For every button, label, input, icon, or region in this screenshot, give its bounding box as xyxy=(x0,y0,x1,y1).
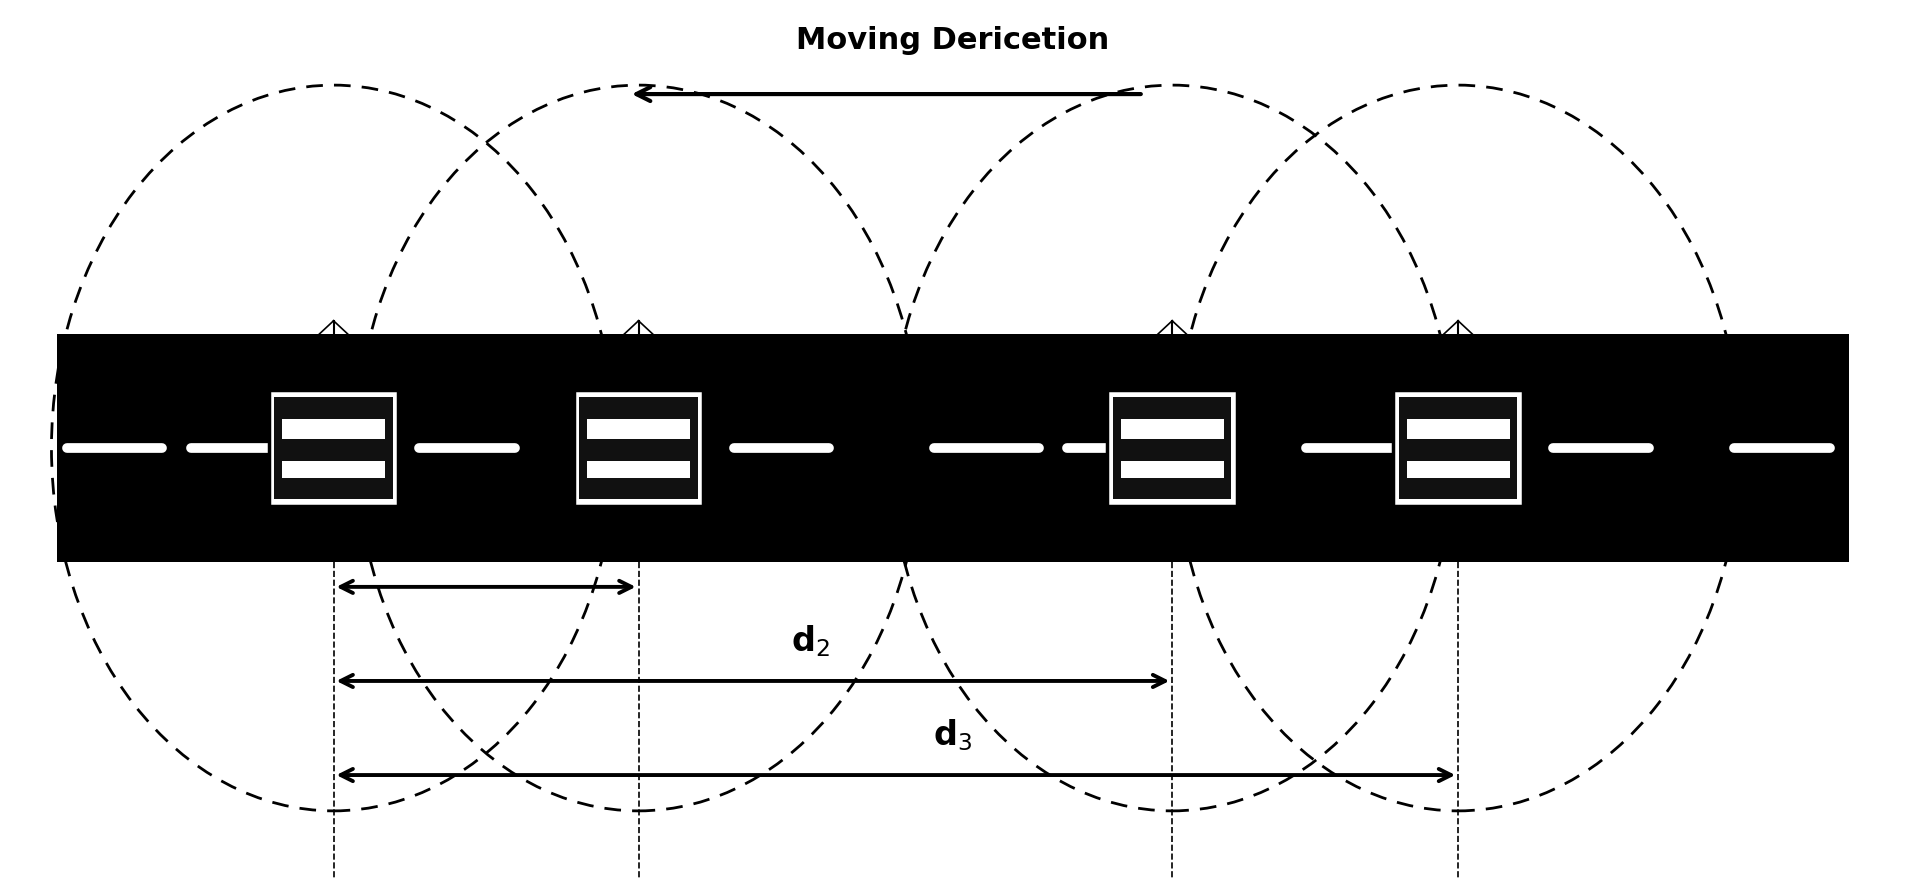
Bar xyxy=(587,461,690,478)
Bar xyxy=(1398,397,1516,499)
Bar xyxy=(1406,461,1509,478)
Bar xyxy=(1406,419,1509,439)
Bar xyxy=(274,397,392,499)
Bar xyxy=(1120,419,1223,439)
Bar xyxy=(282,461,385,478)
Text: Moving Dericetion: Moving Dericetion xyxy=(796,26,1109,55)
Text: d$_2$: d$_2$ xyxy=(791,623,829,659)
Bar xyxy=(1113,397,1231,499)
Bar xyxy=(1120,461,1223,478)
Bar xyxy=(1393,390,1522,506)
Bar xyxy=(579,397,697,499)
Text: d$_3$: d$_3$ xyxy=(933,717,972,753)
Bar xyxy=(587,419,690,439)
Text: d$_1$: d$_1$ xyxy=(514,529,552,564)
Bar xyxy=(269,390,398,506)
Bar xyxy=(573,390,703,506)
Bar xyxy=(57,334,1848,563)
Bar xyxy=(1107,390,1236,506)
Bar xyxy=(282,419,385,439)
